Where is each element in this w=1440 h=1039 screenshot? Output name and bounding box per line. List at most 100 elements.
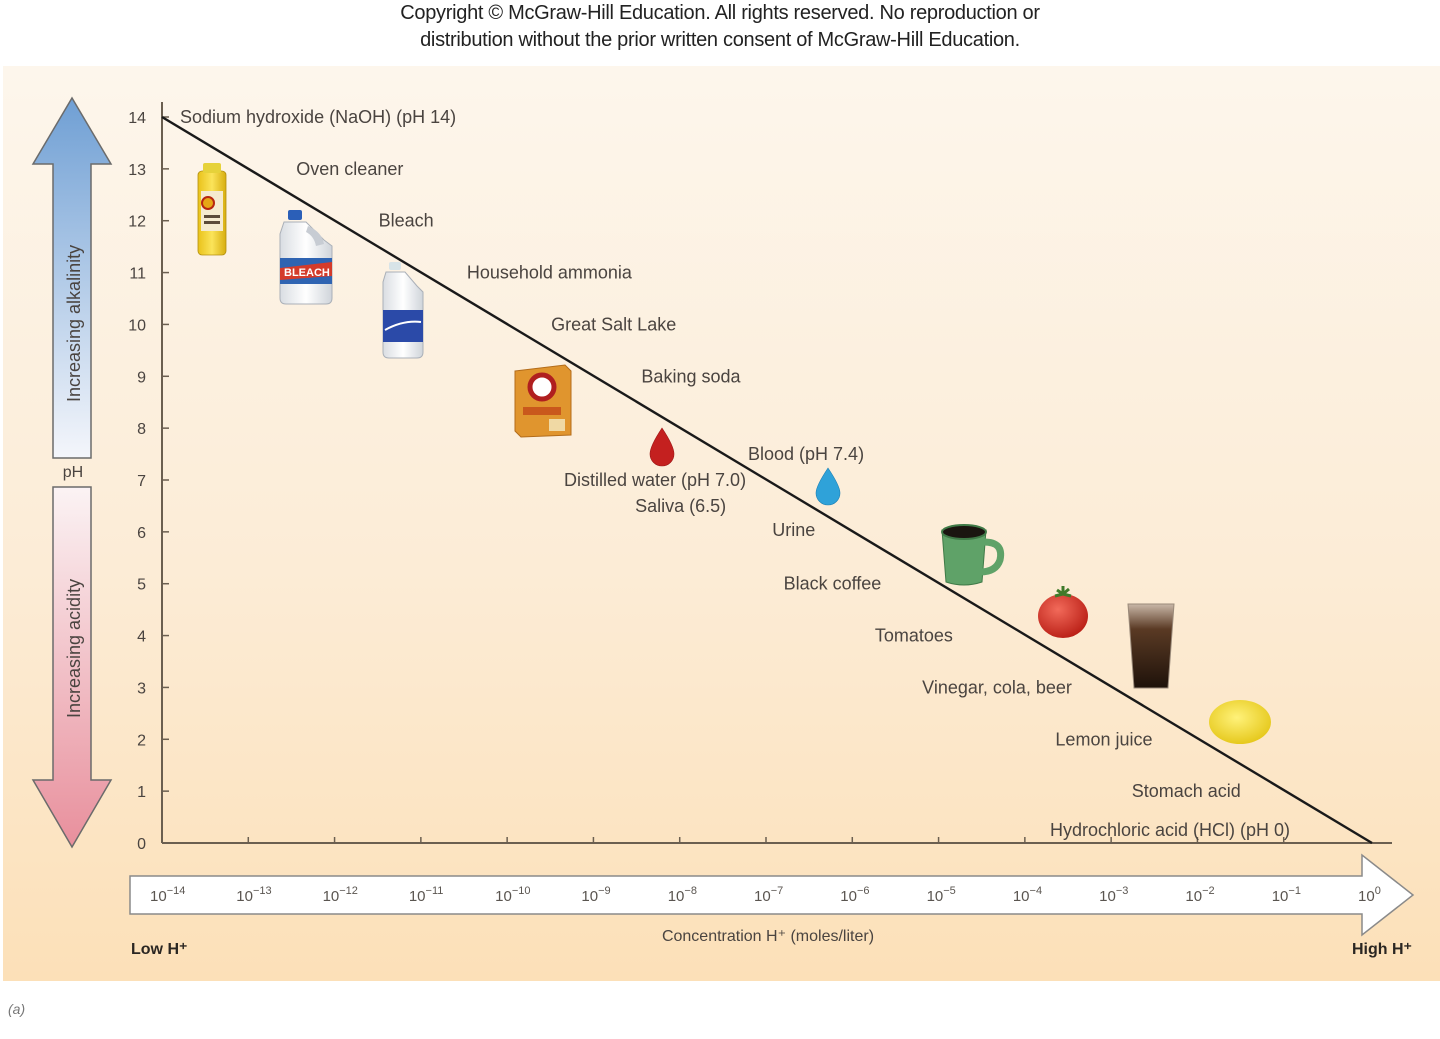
- x-tick-label: 10−10: [495, 885, 530, 905]
- annotation-label: Bleach: [379, 211, 434, 231]
- y-tick-label: 11: [129, 266, 146, 283]
- chart-background: [3, 66, 1440, 981]
- x-tick-exponent: −11: [426, 885, 444, 897]
- x-axis-title: Concentration H⁺ (moles/liter): [662, 928, 874, 945]
- x-tick-exponent: −10: [512, 885, 531, 897]
- alkalinity-label: Increasing alkalinity: [64, 245, 84, 402]
- x-tick-exponent: −4: [1030, 885, 1043, 897]
- copyright-line-2: distribution without the prior written c…: [420, 29, 1020, 51]
- y-tick-label: 9: [137, 369, 146, 386]
- y-tick-label: 0: [137, 836, 146, 853]
- x-tick-exponent: −6: [857, 885, 870, 897]
- y-axis-title: pH: [63, 464, 83, 481]
- annotation-label: Baking soda: [641, 366, 741, 386]
- acidity-label: Increasing acidity: [64, 579, 84, 718]
- y-tick-label: 13: [128, 162, 146, 179]
- annotation-label: Household ammonia: [467, 263, 633, 283]
- lemon-icon: [1209, 700, 1271, 744]
- annotation-label: Oven cleaner: [296, 159, 403, 179]
- x-tick-label: 10−5: [927, 885, 956, 905]
- x-tick-label: 10−6: [840, 885, 869, 905]
- coffee-mug-icon: [941, 524, 1005, 586]
- annotation-label: Sodium hydroxide (NaOH) (pH 14): [180, 107, 456, 127]
- ph-line: [161, 115, 1373, 845]
- x-tick-label: 10−4: [1013, 885, 1042, 905]
- x-tick-base: 10: [495, 888, 512, 905]
- x-tick-label: 10−12: [323, 885, 358, 905]
- x-tick-exponent: −3: [1116, 885, 1129, 897]
- bleach-jug-icon: BLEACH: [279, 210, 333, 305]
- x-tick-base: 10: [1099, 888, 1116, 905]
- x-tick-base: 10: [927, 888, 944, 905]
- high-h-label: High H⁺: [1352, 941, 1412, 958]
- copyright-notice: Copyright © McGraw-Hill Education. All r…: [0, 0, 1440, 54]
- x-tick-label: 10−7: [754, 885, 783, 905]
- x-tick-label: 10−2: [1185, 885, 1214, 905]
- y-tick-label: 14: [128, 110, 146, 127]
- x-tick-exponent: −9: [598, 885, 611, 897]
- x-tick-base: 10: [1358, 888, 1375, 905]
- x-tick-base: 10: [1013, 888, 1030, 905]
- x-tick-label: 10−3: [1099, 885, 1128, 905]
- right-arrow-icon: [129, 853, 1415, 937]
- annotation-label: Urine: [772, 520, 815, 540]
- ammonia-jug-icon: [382, 262, 424, 359]
- tomato-icon: [1038, 586, 1088, 638]
- y-tick-label: 12: [128, 214, 146, 231]
- concentration-arrow: [129, 853, 1415, 937]
- x-tick-base: 10: [754, 888, 771, 905]
- x-tick-label: 10−9: [581, 885, 610, 905]
- x-tick-label: 10−1: [1272, 885, 1301, 905]
- x-tick-exponent: −5: [943, 885, 956, 897]
- y-tick-label: 10: [128, 317, 146, 334]
- x-tick-base: 10: [409, 888, 426, 905]
- y-tick-label: 1: [137, 784, 146, 801]
- x-tick-label: 10−14: [150, 885, 185, 905]
- low-h-label: Low H⁺: [131, 941, 187, 958]
- x-tick-base: 10: [1185, 888, 1202, 905]
- x-tick-base: 10: [668, 888, 685, 905]
- y-tick-label: 5: [137, 577, 146, 594]
- y-tick-label: 6: [137, 525, 146, 542]
- x-tick-base: 10: [1272, 888, 1289, 905]
- x-tick-label: 10−11: [409, 885, 444, 905]
- annotation-label: Tomatoes: [875, 626, 953, 646]
- x-tick-base: 10: [581, 888, 598, 905]
- increasing-alkalinity-arrow: Increasing alkalinity: [31, 96, 113, 459]
- x-tick-label: 10−13: [236, 885, 271, 905]
- x-tick-exponent: −7: [771, 885, 784, 897]
- x-tick-base: 10: [150, 888, 167, 905]
- x-tick-exponent: 0: [1375, 885, 1381, 897]
- annotation-label: Distilled water (pH 7.0): [564, 470, 746, 490]
- oven-cleaner-can-icon: [197, 163, 227, 256]
- annotation-label: Lemon juice: [1055, 729, 1152, 749]
- y-tick-label: 2: [137, 732, 146, 749]
- annotation-label: Blood (pH 7.4): [748, 444, 864, 464]
- down-arrow-icon: [31, 486, 113, 849]
- x-tick-exponent: −13: [253, 885, 272, 897]
- x-tick-base: 10: [323, 888, 340, 905]
- y-tick-label: 4: [137, 629, 146, 646]
- y-tick-label: 7: [137, 473, 146, 490]
- y-tick-label: 3: [137, 680, 146, 697]
- x-tick-label: 10−8: [668, 885, 697, 905]
- x-tick-exponent: −1: [1288, 885, 1301, 897]
- annotation-label: Great Salt Lake: [551, 314, 676, 334]
- x-tick-exponent: −14: [167, 885, 186, 897]
- x-tick-exponent: −12: [339, 885, 358, 897]
- cola-glass-icon: [1127, 603, 1175, 689]
- baking-soda-box-icon: [514, 364, 572, 438]
- annotation-label: Saliva (6.5): [635, 496, 726, 516]
- x-tick-base: 10: [840, 888, 857, 905]
- annotation-label: Hydrochloric acid (HCl) (pH 0): [1050, 820, 1290, 840]
- annotation-label: Black coffee: [784, 574, 882, 594]
- blood-drop-icon: [649, 427, 675, 467]
- water-drop-icon: [815, 467, 841, 506]
- copyright-line-1: Copyright © McGraw-Hill Education. All r…: [400, 2, 1040, 24]
- figure-label: (a): [8, 1001, 26, 1017]
- x-tick-base: 10: [236, 888, 253, 905]
- x-tick-label: 100: [1358, 885, 1381, 905]
- annotation-label: Vinegar, cola, beer: [922, 677, 1072, 697]
- y-tick-label: 8: [137, 421, 146, 438]
